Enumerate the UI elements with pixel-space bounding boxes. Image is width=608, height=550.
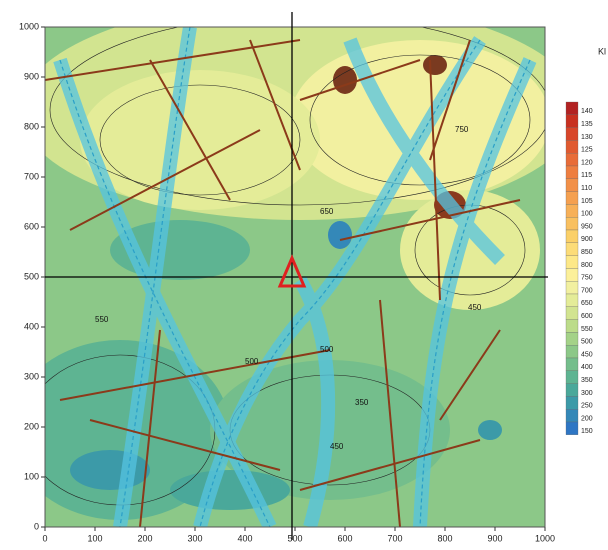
colorbar-swatch (566, 396, 578, 409)
colorbar-swatch (566, 268, 578, 281)
colorbar-label: 850 (581, 249, 593, 256)
y-tick-label: 400 (24, 321, 39, 331)
colorbar-label: 900 (581, 236, 593, 243)
colorbar-label: 800 (581, 262, 593, 269)
colorbar-label: 950 (581, 223, 593, 230)
contour-label: 650 (320, 207, 334, 216)
x-tick-label: 300 (187, 533, 202, 543)
contour-label: 450 (468, 303, 482, 312)
contour-label: 350 (355, 398, 369, 407)
colorbar-label: 700 (581, 287, 593, 294)
colorbar-label: 200 (581, 415, 593, 422)
colorbar-label: 250 (581, 403, 593, 410)
colorbar-swatch (566, 115, 578, 128)
y-tick-label: 300 (24, 371, 39, 381)
colorbar-label: 130 (581, 134, 593, 141)
colorbar-label: 105 (581, 198, 593, 205)
x-tick-label: 800 (437, 533, 452, 543)
colorbar-label: 120 (581, 159, 593, 166)
colorbar-swatch (566, 230, 578, 243)
colorbar-swatch (566, 332, 578, 345)
colorbar-swatch (566, 371, 578, 384)
contour-label: 500 (320, 345, 334, 354)
colorbar-swatch (566, 384, 578, 397)
x-tick-label: 400 (237, 533, 252, 543)
colorbar-swatch (566, 179, 578, 192)
colorbar-title: Kl (598, 46, 606, 56)
contour-label: 550 (95, 315, 109, 324)
colorbar-swatch (566, 128, 578, 141)
colorbar-swatch (566, 307, 578, 320)
colorbar-label: 650 (581, 300, 593, 307)
x-tick-label: 600 (337, 533, 352, 543)
y-tick-label: 0 (34, 521, 39, 531)
y-tick-label: 200 (24, 421, 39, 431)
x-tick-label: 500 (287, 533, 302, 543)
colorbar-swatch (566, 102, 578, 115)
y-tick-label: 500 (24, 271, 39, 281)
colorbar-label: 400 (581, 364, 593, 371)
y-tick-label: 800 (24, 121, 39, 131)
y-tick-label: 100 (24, 471, 39, 481)
colorbar-swatch (566, 217, 578, 230)
x-tick-label: 100 (87, 533, 102, 543)
colorbar-swatch (566, 320, 578, 333)
colorbar-label: 100 (581, 211, 593, 218)
colorbar-swatch (566, 192, 578, 205)
y-tick-label: 900 (24, 71, 39, 81)
x-tick-label: 0 (42, 533, 47, 543)
colorbar-swatch (566, 358, 578, 371)
x-tick-label: 900 (487, 533, 502, 543)
colorbar-label: 550 (581, 326, 593, 333)
colorbar-label: 110 (581, 185, 592, 192)
colorbar-label: 135 (581, 121, 593, 128)
colorbar-label: 140 (581, 108, 593, 115)
y-tick-label: 600 (24, 221, 39, 231)
colorbar-swatch (566, 281, 578, 294)
colorbar-swatch (566, 166, 578, 179)
colorbar-swatch (566, 409, 578, 422)
colorbar-swatch (566, 256, 578, 269)
colorbar-swatch (566, 204, 578, 217)
colorbar-swatch (566, 345, 578, 358)
colorbar-label: 115 (581, 172, 592, 179)
map-view: 450 500 750 350 450 500 650 550 Kl 0 100 2… (0, 0, 608, 550)
colorbar-label: 150 (581, 428, 593, 435)
colorbar-label: 300 (581, 390, 593, 397)
x-tick-label: 1000 (535, 533, 555, 543)
x-tick-label: 200 (137, 533, 152, 543)
x-tick-label: 700 (387, 533, 402, 543)
colorbar-label: 125 (581, 147, 593, 154)
colorbar-label: 500 (581, 339, 593, 346)
colorbar-swatch (566, 140, 578, 153)
colorbar: 140 135 130 125 120 115 110 105 100 950 900 850 800 7… (566, 102, 593, 435)
colorbar-label: 350 (581, 377, 593, 384)
contour-label: 750 (455, 125, 469, 134)
contour-label: 500 (245, 357, 259, 366)
colorbar-label: 750 (581, 275, 593, 282)
colorbar-swatch (566, 294, 578, 307)
colorbar-label: 450 (581, 351, 593, 358)
colorbar-swatch (566, 243, 578, 256)
colorbar-swatch (566, 153, 578, 166)
colorbar-label: 600 (581, 313, 593, 320)
y-tick-label: 1000 (19, 21, 39, 31)
y-tick-label: 700 (24, 171, 39, 181)
contour-label: 450 (330, 442, 344, 451)
colorbar-swatch (566, 422, 578, 435)
